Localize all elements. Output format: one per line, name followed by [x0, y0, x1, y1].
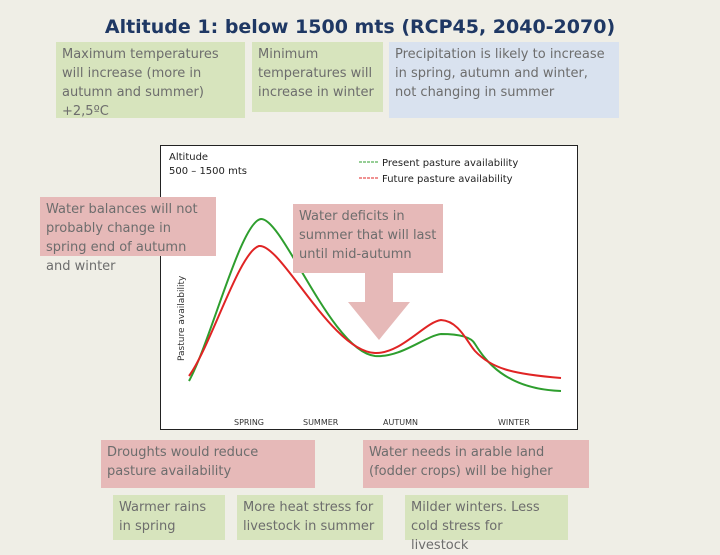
- legend-present-label: Present pasture availability: [382, 158, 518, 169]
- chart-title-line-1: Altitude: [169, 152, 208, 163]
- chart-ylabel: Pasture availability: [177, 275, 187, 361]
- arable-box: Water needs in arable land (fodder crops…: [363, 440, 589, 488]
- precip-box: Precipitation is likely to increase in s…: [389, 42, 619, 118]
- chart-title-line-2: 500 – 1500 mts: [169, 166, 247, 177]
- x-tick-summer: SUMMER: [303, 418, 339, 427]
- x-tick-winter: WINTER: [498, 418, 530, 427]
- max-temp-box: Maximum temperatures will increase (more…: [56, 42, 245, 119]
- x-tick-spring: SPRING: [234, 418, 264, 427]
- legend-future-label: Future pasture availability: [382, 174, 513, 185]
- warmer-rains-box: Warmer rains in spring: [113, 495, 225, 540]
- future-curve: [188, 244, 562, 379]
- min-temp-box: Minimum temperatures will increase in wi…: [252, 42, 383, 112]
- x-tick-autumn: AUTUMN: [383, 418, 418, 427]
- present-curve: [188, 217, 562, 392]
- milder-winters-box: Milder winters. Less cold stress for liv…: [405, 495, 568, 553]
- droughts-box: Droughts would reduce pasture availabili…: [101, 440, 315, 488]
- heat-stress-box: More heat stress for livestock in summer: [237, 495, 383, 540]
- page-title: Altitude 1: below 1500 mts (RCP45, 2040-…: [104, 16, 616, 38]
- water-balance-box: Water balances will not probably change …: [40, 197, 216, 274]
- downward-arrow: [348, 258, 410, 340]
- pasture-chart-svg: Altitude 500 – 1500 mts Present pasture …: [169, 152, 562, 427]
